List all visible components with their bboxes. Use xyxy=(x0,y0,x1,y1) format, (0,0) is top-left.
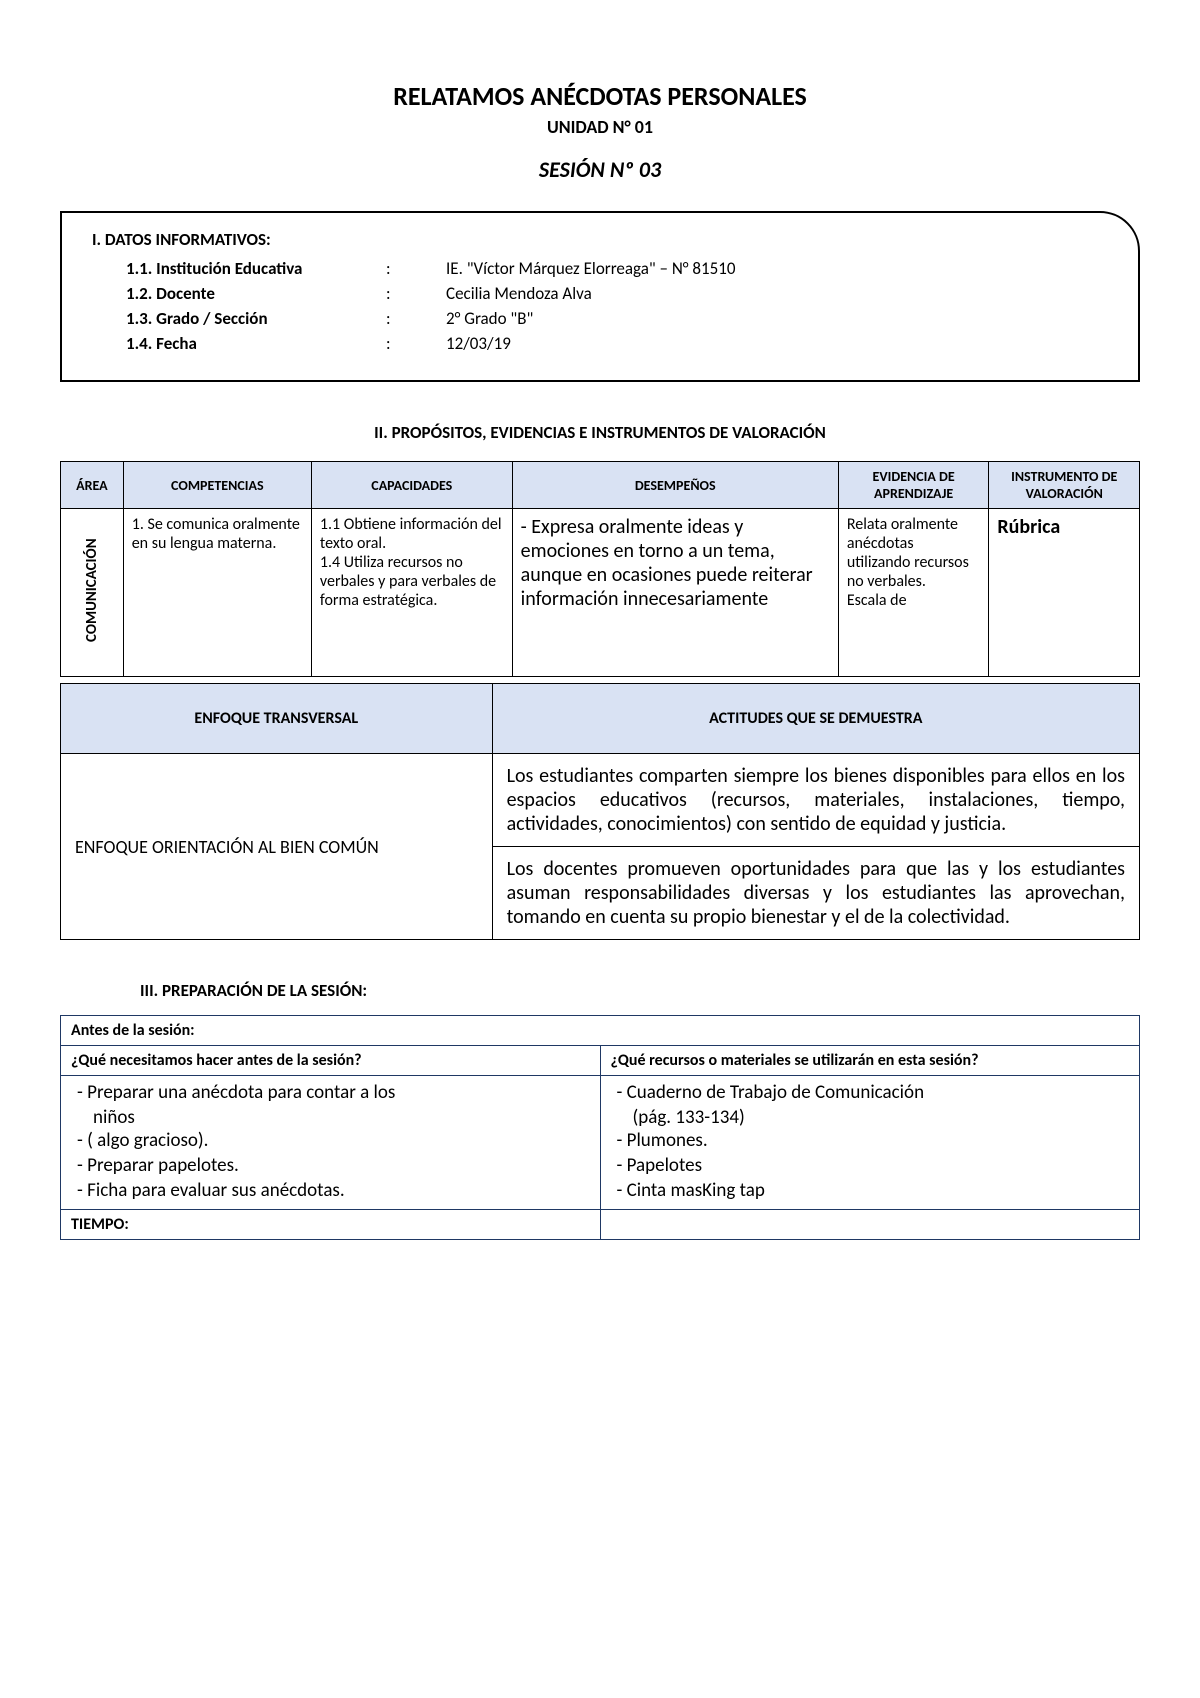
prep-q2: ¿Qué recursos o materiales se utilizarán… xyxy=(600,1046,1140,1076)
prep-h1: Antes de la sesión: xyxy=(61,1016,1140,1046)
cell-competencias: 1. Se comunica oralmente en su lengua ma… xyxy=(123,509,311,677)
prep-foot-empty xyxy=(600,1210,1140,1240)
cell-capacidades: 1.1 Obtiene información del texto oral. … xyxy=(311,509,512,677)
section3-heading: III. PREPARACIÓN DE LA SESIÓN: xyxy=(60,980,1140,1001)
section1-heading: I. DATOS INFORMATIVOS: xyxy=(92,229,1108,250)
cell-instrumento: Rúbrica xyxy=(989,509,1140,677)
preparation-table: Antes de la sesión: ¿Qué necesitamos hac… xyxy=(60,1015,1140,1240)
info-value: 2° Grado "B" xyxy=(446,308,1108,329)
info-value: IE. "Víctor Márquez Elorreaga" – N° 8151… xyxy=(446,258,1108,279)
th-area: ÁREA xyxy=(61,462,124,509)
info-value: Cecilia Mendoza Alva xyxy=(446,283,1108,304)
prep-foot: TIEMPO: xyxy=(61,1210,601,1240)
list-item: niños xyxy=(71,1106,590,1129)
th-actitudes: ACTITUDES QUE SE DEMUESTRA xyxy=(492,684,1139,754)
info-value: 12/03/19 xyxy=(446,333,1108,354)
info-colon: : xyxy=(386,258,446,279)
list-item: Cinta masKing tap xyxy=(617,1179,1130,1202)
cell-actitud-1: Los estudiantes comparten siempre los bi… xyxy=(492,754,1139,847)
list-item: Plumones. xyxy=(617,1129,1130,1152)
info-row: 1.1. Institución Educativa : IE. "Víctor… xyxy=(92,258,1108,279)
list-item: Preparar papelotes. xyxy=(77,1154,590,1177)
list-item: (pág. 133-134) xyxy=(611,1106,1130,1129)
cell-evidencia: Relata oralmente anécdotas utilizando re… xyxy=(838,509,989,677)
info-box: I. DATOS INFORMATIVOS: 1.1. Institución … xyxy=(60,211,1140,382)
th-comp: COMPETENCIAS xyxy=(123,462,311,509)
list-item: ( algo gracioso). xyxy=(77,1129,590,1152)
th-inst: INSTRUMENTO DE VALORACIÓN xyxy=(989,462,1140,509)
list-item: Cuaderno de Trabajo de Comunicación xyxy=(617,1081,1130,1104)
info-colon: : xyxy=(386,308,446,329)
competencies-table: ÁREA COMPETENCIAS CAPACIDADES DESEMPEÑOS… xyxy=(60,461,1140,677)
prep-left: Preparar una anécdota para contar a los … xyxy=(61,1076,601,1210)
th-des: DESEMPEÑOS xyxy=(512,462,838,509)
cell-enfoque: ENFOQUE ORIENTACIÓN AL BIEN COMÚN xyxy=(61,754,493,940)
info-colon: : xyxy=(386,283,446,304)
section2-heading: II. PROPÓSITOS, EVIDENCIAS E INSTRUMENTO… xyxy=(60,422,1140,443)
enfoque-table: ENFOQUE TRANSVERSAL ACTITUDES QUE SE DEM… xyxy=(60,683,1140,940)
th-enfoque: ENFOQUE TRANSVERSAL xyxy=(61,684,493,754)
th-cap: CAPACIDADES xyxy=(311,462,512,509)
cell-area: COMUNICACIÓN xyxy=(61,509,124,677)
info-label: 1.4. Fecha xyxy=(126,333,386,354)
info-label: 1.3. Grado / Sección xyxy=(126,308,386,329)
prep-q1: ¿Qué necesitamos hacer antes de la sesió… xyxy=(61,1046,601,1076)
info-colon: : xyxy=(386,333,446,354)
cell-actitud-2: Los docentes promueven oportunidades par… xyxy=(492,847,1139,940)
list-item: Preparar una anécdota para contar a los xyxy=(77,1081,590,1104)
info-row: 1.4. Fecha : 12/03/19 xyxy=(92,333,1108,354)
info-label: 1.1. Institución Educativa xyxy=(126,258,386,279)
info-row: 1.2. Docente : Cecilia Mendoza Alva xyxy=(92,283,1108,304)
area-vertical-text: COMUNICACIÓN xyxy=(83,515,101,665)
cell-desempenos: - Expresa oralmente ideas y emociones en… xyxy=(512,509,838,677)
info-row: 1.3. Grado / Sección : 2° Grado "B" xyxy=(92,308,1108,329)
list-item: Ficha para evaluar sus anécdotas. xyxy=(77,1179,590,1202)
session-title: SESIÓN Nº 03 xyxy=(60,156,1140,183)
main-title: RELATAMOS ANÉCDOTAS PERSONALES xyxy=(60,80,1140,112)
list-item: Papelotes xyxy=(617,1154,1130,1177)
prep-right: Cuaderno de Trabajo de Comunicación (pág… xyxy=(600,1076,1140,1210)
unit-title: UNIDAD N° 01 xyxy=(60,116,1140,138)
th-ev: EVIDENCIA DE APRENDIZAJE xyxy=(838,462,989,509)
info-label: 1.2. Docente xyxy=(126,283,386,304)
